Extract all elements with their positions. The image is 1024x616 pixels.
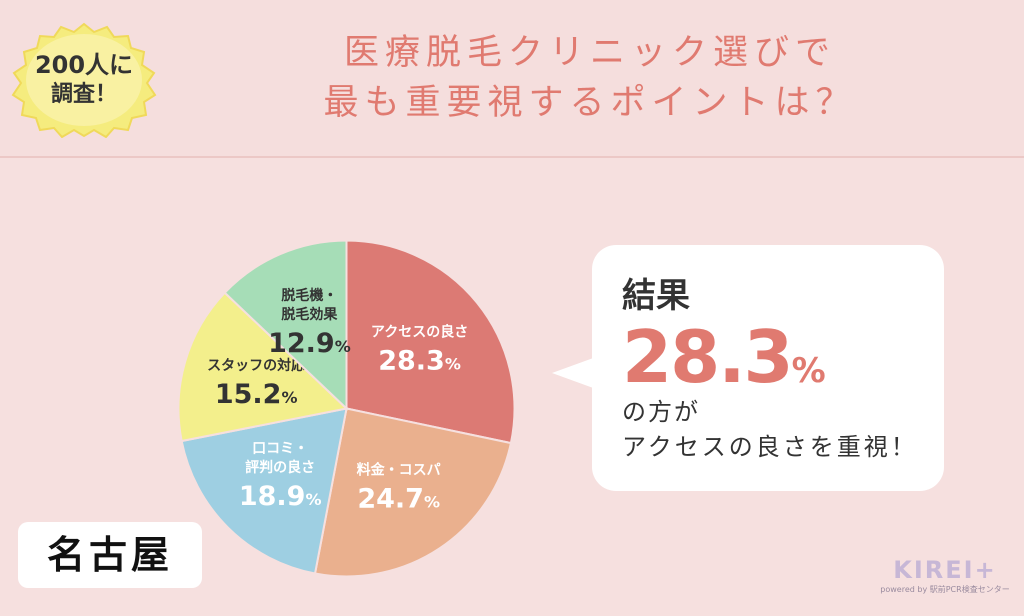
pie-chart: アクセスの良さ 28.3% 料金・コスパ 24.7% 口コミ・評判の良さ 18.9% スタッ…	[177, 239, 516, 578]
badge-line2: 調査！	[50, 82, 117, 107]
result-callout	[592, 245, 944, 491]
pie-label-machine-line1: 脱毛機・	[281, 287, 337, 304]
pie-slice-price	[313, 407, 513, 578]
result-percent-unit: %	[791, 351, 826, 391]
title-line2: 最も重要視するポイントは？	[323, 83, 857, 123]
speech-bubble-tail	[552, 357, 596, 389]
pie-label-machine-line2: 脱毛効果	[281, 306, 338, 323]
pie-slice-machine	[223, 239, 348, 411]
pie-slice-access	[345, 239, 516, 445]
badge-text: 200人に 調査！	[10, 50, 158, 110]
pie-value-access: 28.3%	[378, 346, 461, 377]
logo-wordmark: KIREI+	[893, 556, 997, 584]
header-band: 200人に 調査！ 医療脱毛クリニック選びで 最も重要視するポイントは？	[0, 0, 1024, 158]
pie-value-staff: 15.2%	[215, 379, 298, 410]
result-text-line2: アクセスの良さを重視！	[622, 433, 918, 461]
result-percentage: 28.3%	[622, 315, 826, 399]
pie-slice-staff	[177, 291, 349, 443]
city-label: 名古屋	[18, 522, 202, 588]
page-title: 医療脱毛クリニック選びで 最も重要視するポイントは？	[180, 28, 1000, 128]
pie-value-price: 24.7%	[357, 483, 440, 514]
title-line1: 医療脱毛クリニック選びで	[343, 33, 836, 73]
badge-line1: 200人に	[34, 51, 134, 79]
pie-slice-reviews	[180, 407, 348, 575]
result-percent-value: 28.3	[622, 315, 794, 399]
pie-label-reviews-line2: 評判の良さ	[245, 459, 315, 476]
pie-value-machine: 12.9%	[268, 328, 351, 359]
pie-value-reviews: 18.9%	[239, 481, 322, 512]
pie-label-reviews-line1: 口コミ・	[252, 441, 308, 457]
pie-label-access-line1: アクセスの良さ	[371, 324, 468, 341]
pie-label-price-line1: 料金・コスパ	[357, 461, 441, 478]
survey-badge: 200人に 調査！	[10, 22, 158, 138]
pie-label-staff-line1: スタッフの対応	[207, 357, 305, 374]
badge-burst-shape	[11, 22, 157, 138]
kirei-plus-logo: KIREI+ powered by 駅前PCR検査センター	[880, 556, 1010, 602]
result-text-line1: の方が	[622, 398, 700, 426]
logo-tagline: powered by 駅前PCR検査センター	[880, 585, 1010, 594]
result-heading: 結果	[622, 276, 690, 316]
